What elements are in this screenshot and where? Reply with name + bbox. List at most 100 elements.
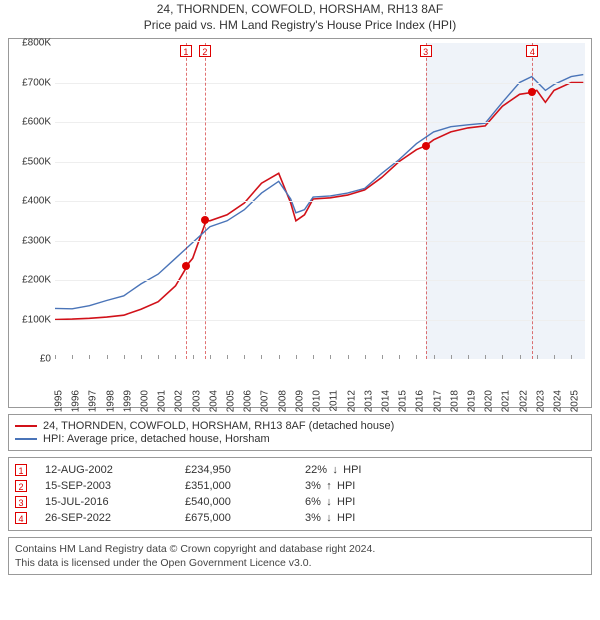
x-axis-label: 1999	[122, 390, 133, 412]
plot-region: 12 3 4	[55, 43, 585, 359]
x-axis-label: 2003	[191, 390, 202, 412]
legend-item: HPI: Average price, detached house, Hors…	[15, 433, 585, 445]
x-tick	[175, 355, 176, 359]
page-subtitle: Price paid vs. HM Land Registry's House …	[0, 18, 600, 32]
x-tick	[399, 355, 400, 359]
x-axis-label: 2013	[363, 390, 374, 412]
x-tick	[210, 355, 211, 359]
y-axis-label: £500K	[11, 156, 51, 167]
gridline	[55, 280, 585, 281]
x-tick	[520, 355, 521, 359]
table-row: 315-JUL-2016£540,0006% ↓ HPI	[11, 494, 589, 510]
legend: 24, THORNDEN, COWFOLD, HORSHAM, RH13 8AF…	[8, 414, 592, 451]
row-price: £540,000	[185, 496, 305, 508]
x-tick	[313, 355, 314, 359]
x-tick	[89, 355, 90, 359]
x-axis-label: 2009	[294, 390, 305, 412]
x-tick	[468, 355, 469, 359]
x-axis-label: 2014	[380, 390, 391, 412]
x-axis-label: 2007	[260, 390, 271, 412]
table-row: 215-SEP-2003£351,0003% ↑ HPI	[11, 478, 589, 494]
x-tick	[244, 355, 245, 359]
sale-marker-badge: 4	[526, 45, 538, 57]
legend-item: 24, THORNDEN, COWFOLD, HORSHAM, RH13 8AF…	[15, 420, 585, 432]
sale-marker-badge: 2	[199, 45, 211, 57]
chart-area: 1234 £0£100K£200K£300K£400K£500K£600K£70…	[8, 38, 592, 408]
x-tick	[365, 355, 366, 359]
x-axis-label: 2012	[346, 390, 357, 412]
x-tick	[348, 355, 349, 359]
x-tick	[193, 355, 194, 359]
x-axis-label: 1997	[88, 390, 99, 412]
sale-marker-dot	[422, 142, 430, 150]
x-axis-label: 2010	[312, 390, 323, 412]
sale-marker-line	[426, 43, 427, 359]
x-axis-label: 2019	[466, 390, 477, 412]
sale-marker-dot	[182, 262, 190, 270]
row-date: 12-AUG-2002	[45, 464, 185, 476]
y-axis-label: £400K	[11, 196, 51, 207]
page-title: 24, THORNDEN, COWFOLD, HORSHAM, RH13 8AF	[0, 2, 600, 16]
sale-marker-line	[186, 43, 187, 359]
row-badge: 2	[15, 480, 27, 492]
attribution-footer: Contains HM Land Registry data © Crown c…	[8, 537, 592, 575]
x-axis-label: 1995	[54, 390, 65, 412]
x-tick	[227, 355, 228, 359]
x-tick	[485, 355, 486, 359]
sale-marker-dot	[201, 216, 209, 224]
y-axis-label: £0	[11, 354, 51, 365]
row-price: £351,000	[185, 480, 305, 492]
y-axis-label: £600K	[11, 117, 51, 128]
row-badge: 3	[15, 496, 27, 508]
sale-marker-badge: 3	[420, 45, 432, 57]
x-tick	[554, 355, 555, 359]
x-tick	[261, 355, 262, 359]
x-tick	[571, 355, 572, 359]
row-price: £675,000	[185, 512, 305, 524]
y-axis-label: £300K	[11, 235, 51, 246]
x-axis-label: 2008	[277, 390, 288, 412]
chart-container: { "title": "24, THORNDEN, COWFOLD, HORSH…	[0, 0, 600, 620]
sale-marker-badge: 1	[180, 45, 192, 57]
x-axis-label: 2002	[174, 390, 185, 412]
row-date: 26-SEP-2022	[45, 512, 185, 524]
x-tick	[279, 355, 280, 359]
sale-marker-dot	[528, 88, 536, 96]
legend-label: HPI: Average price, detached house, Hors…	[43, 433, 270, 445]
row-badge: 4	[15, 512, 27, 524]
gridline	[55, 241, 585, 242]
gridline	[55, 83, 585, 84]
row-diff: 22% ↓ HPI	[305, 464, 425, 476]
x-tick	[330, 355, 331, 359]
arrow-down-icon: ↓	[324, 512, 334, 524]
row-diff: 3% ↑ HPI	[305, 480, 425, 492]
x-tick	[451, 355, 452, 359]
sale-marker-line	[205, 43, 206, 359]
x-axis-label: 2023	[535, 390, 546, 412]
legend-swatch	[15, 425, 37, 427]
x-axis-label: 2025	[570, 390, 581, 412]
gridline	[55, 320, 585, 321]
x-axis-label: 1998	[105, 390, 116, 412]
footer-line: This data is licensed under the Open Gov…	[15, 556, 585, 570]
x-tick	[434, 355, 435, 359]
gridline	[55, 162, 585, 163]
table-row: 112-AUG-2002£234,95022% ↓ HPI	[11, 462, 589, 478]
x-tick	[416, 355, 417, 359]
x-axis-label: 2018	[449, 390, 460, 412]
gridline	[55, 122, 585, 123]
legend-label: 24, THORNDEN, COWFOLD, HORSHAM, RH13 8AF…	[43, 420, 394, 432]
x-tick	[502, 355, 503, 359]
x-axis-label: 2015	[398, 390, 409, 412]
sales-table: 112-AUG-2002£234,95022% ↓ HPI215-SEP-200…	[8, 457, 592, 531]
y-axis-label: £800K	[11, 38, 51, 49]
arrow-down-icon: ↓	[330, 464, 340, 476]
y-axis-label: £100K	[11, 314, 51, 325]
x-axis-label: 2017	[432, 390, 443, 412]
footer-line: Contains HM Land Registry data © Crown c…	[15, 542, 585, 556]
legend-swatch	[15, 438, 37, 440]
arrow-up-icon: ↑	[324, 480, 334, 492]
y-axis-label: £200K	[11, 275, 51, 286]
x-axis-label: 2006	[243, 390, 254, 412]
x-tick	[107, 355, 108, 359]
